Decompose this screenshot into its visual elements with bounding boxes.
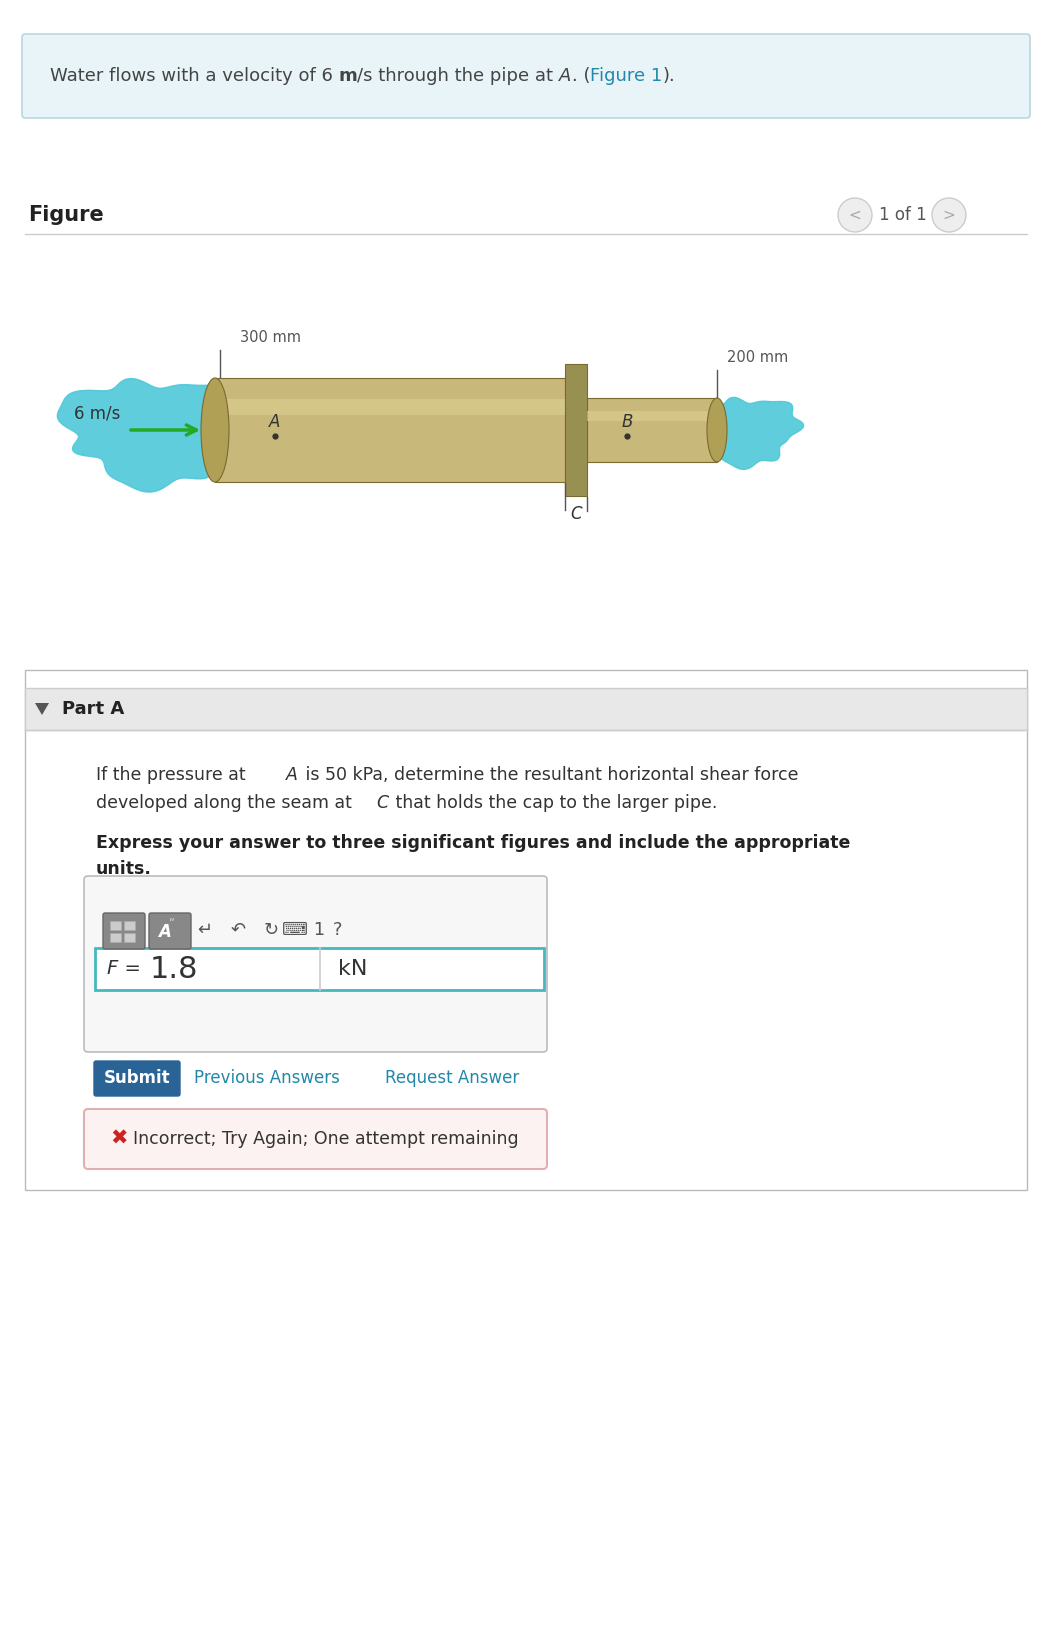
Bar [25,688,1027,730]
Text: F =: F = [107,959,141,979]
Text: m: m [339,67,358,85]
Text: ↶: ↶ [230,922,245,940]
FancyBboxPatch shape [95,948,544,990]
Text: 1 of 1: 1 of 1 [879,206,927,224]
Text: is 50 kPa, determine the resultant horizontal shear force: is 50 kPa, determine the resultant horiz… [300,766,798,784]
Bar [215,378,565,481]
Text: 1.8: 1.8 [150,954,199,984]
Ellipse shape [201,378,229,481]
Text: kN: kN [338,959,367,979]
FancyBboxPatch shape [103,913,145,949]
FancyBboxPatch shape [84,876,547,1053]
Text: A: A [559,67,571,85]
Bar [565,363,587,496]
Text: >: > [943,208,955,223]
Text: ⌨ 1: ⌨ 1 [282,922,325,940]
FancyBboxPatch shape [149,913,191,949]
Text: /s through the pipe at: /s through the pipe at [358,67,559,85]
Text: B: B [622,413,632,431]
FancyBboxPatch shape [22,34,1030,118]
Bar [587,411,717,421]
Bar [110,922,121,930]
Text: Incorrect; Try Again; One attempt remaining: Incorrect; Try Again; One attempt remain… [133,1130,519,1148]
Text: ).: ). [663,67,675,85]
Text: ↵: ↵ [198,922,213,940]
Text: If the pressure at: If the pressure at [96,766,251,784]
Text: Submit: Submit [104,1069,170,1087]
Text: units.: units. [96,859,151,877]
Text: <: < [849,208,862,223]
Bar [215,462,565,481]
Bar [124,922,135,930]
Bar [587,398,717,462]
Text: Figure: Figure [28,205,104,224]
Text: 300 mm: 300 mm [240,331,301,345]
Text: developed along the seam at: developed along the seam at [96,794,358,812]
Polygon shape [57,378,257,493]
Bar [110,933,121,941]
Text: that holds the cap to the larger pipe.: that holds the cap to the larger pipe. [390,794,717,812]
Text: 200 mm: 200 mm [727,350,788,365]
Bar [587,450,717,462]
FancyBboxPatch shape [94,1061,180,1097]
Text: Water flows with a velocity of 6: Water flows with a velocity of 6 [50,67,339,85]
Text: ?: ? [332,922,342,940]
Circle shape [932,198,966,232]
FancyBboxPatch shape [84,1108,547,1169]
Text: “: “ [169,917,175,927]
Text: A: A [159,923,171,941]
Text: Part A: Part A [62,701,124,719]
Text: . (: . ( [571,67,590,85]
Text: A: A [286,766,298,784]
Text: Previous Answers: Previous Answers [194,1069,340,1087]
FancyBboxPatch shape [25,670,1027,1190]
Bar [124,933,135,941]
Ellipse shape [707,398,727,462]
Text: 6 m/s: 6 m/s [74,404,120,422]
Text: ↻: ↻ [263,922,279,940]
Bar [215,399,565,416]
Text: A: A [269,413,281,431]
Text: ✖: ✖ [110,1130,127,1149]
Polygon shape [35,702,49,715]
Circle shape [838,198,872,232]
Text: Request Answer: Request Answer [385,1069,520,1087]
Text: Figure 1: Figure 1 [590,67,663,85]
Polygon shape [692,398,804,470]
Text: C: C [570,504,582,522]
Text: C: C [376,794,388,812]
Text: Express your answer to three significant figures and include the appropriate: Express your answer to three significant… [96,833,850,851]
